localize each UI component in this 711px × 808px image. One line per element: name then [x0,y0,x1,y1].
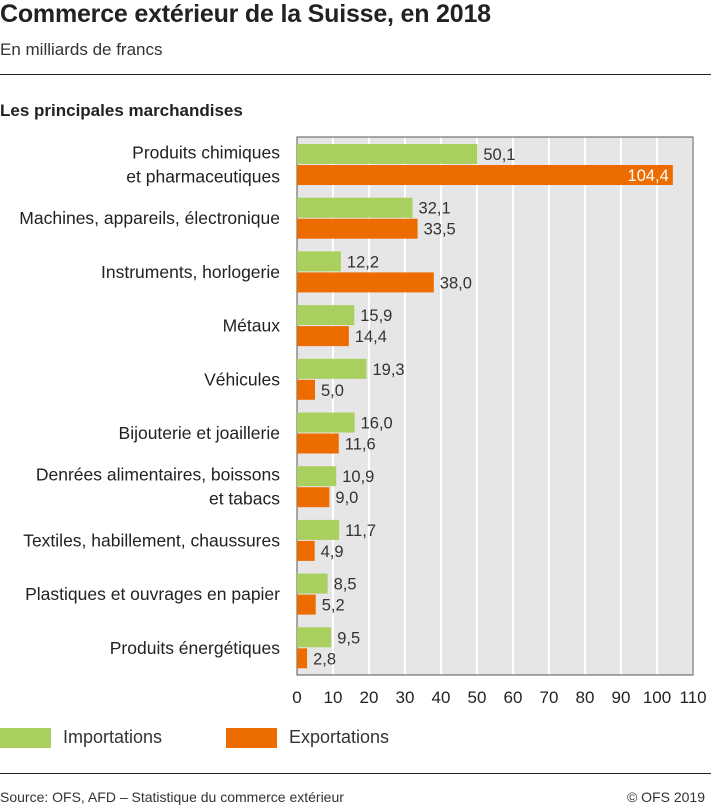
value-label-exportations: 5,0 [321,382,344,400]
x-tick-label: 100 [643,688,671,707]
chart-title: Commerce extérieur de la Suisse, en 2018 [0,0,491,28]
value-label-exportations: 104,4 [628,167,669,185]
section-heading: Les principales marchandises [0,101,243,120]
value-label-importations: 9,5 [337,629,360,647]
bar-importations [297,251,341,272]
x-tick-label: 110 [679,688,706,707]
bar-importations [297,573,328,594]
bar-exportations [297,272,434,293]
legend-label-exportations: Exportations [289,727,390,747]
bar-importations [297,144,478,164]
value-label-importations: 16,0 [361,415,393,433]
value-label-exportations: 33,5 [424,221,456,239]
value-label-importations: 8,5 [334,576,357,594]
value-label-exportations: 14,4 [355,328,387,346]
bar-exportations [297,326,349,347]
category-label: Textiles, habillement, chaussures [23,530,280,550]
copyright-note: © OFS 2019 [626,789,705,805]
legend-swatch-exportations [226,728,277,748]
x-tick-label: 0 [292,688,301,707]
value-label-exportations: 11,6 [345,436,376,454]
top-divider [0,74,711,75]
x-tick-label: 50 [468,688,487,707]
category-label: et pharmaceutiques [126,167,280,187]
bar-exportations [297,379,315,400]
value-label-importations: 12,2 [347,253,379,271]
x-tick-label: 30 [396,688,415,707]
bar-exportations [297,540,315,561]
bar-exportations [297,594,316,615]
value-label-importations: 32,1 [419,200,451,218]
legend-label-importations: Importations [63,727,163,747]
legend: Importations Exportations [0,725,711,751]
bar-exportations [297,487,330,508]
bar-importations [297,358,367,379]
x-tick-label: 80 [576,688,595,707]
category-label: Instruments, horlogerie [101,262,280,282]
value-label-importations: 15,9 [360,307,392,325]
bar-importations [297,627,332,648]
bar-importations [297,197,413,218]
category-label: Véhicules [204,369,280,389]
value-label-importations: 19,3 [372,361,404,379]
bar-importations [297,412,355,433]
category-label: Produits chimiques [132,143,280,163]
chart-subtitle: En milliards de francs [0,40,163,59]
bottom-divider [0,773,711,774]
bar-importations [297,519,340,540]
x-tick-label: 90 [612,688,631,707]
value-label-importations: 11,7 [345,522,376,540]
x-tick-label: 60 [504,688,523,707]
bar-exportations [297,165,673,185]
category-label: Machines, appareils, électronique [19,208,280,228]
category-label: Denrées alimentaires, boissons [36,465,280,485]
value-label-exportations: 9,0 [335,489,358,507]
value-label-exportations: 4,9 [321,543,344,561]
bar-chart: 0 10 20 30 40 50 60 70 80 90 100 110 50,1 104,4 Produi… [19,136,707,707]
bar-importations [297,305,355,326]
bar-exportations [297,648,308,669]
category-label: Métaux [223,316,281,336]
value-label-importations: 10,9 [342,468,374,486]
x-tick-label: 10 [324,688,343,707]
value-label-importations: 50,1 [483,146,515,164]
value-label-exportations: 2,8 [313,650,336,668]
category-label: Plastiques et ouvrages en papier [25,584,280,604]
bar-exportations [297,218,418,239]
bar-importations [297,466,337,487]
category-label: Bijouterie et joaillerie [119,423,280,443]
category-label: et tabacs [209,489,280,509]
x-tick-label: 40 [432,688,451,707]
bar-exportations [297,433,339,454]
legend-swatch-importations [0,728,51,748]
category-label: Produits énergétiques [110,638,280,658]
plot-frame [296,136,694,676]
value-label-exportations: 5,2 [322,597,345,615]
x-tick-label: 20 [360,688,379,707]
x-tick-label: 70 [540,688,559,707]
value-label-exportations: 38,0 [440,274,472,292]
source-note: Source: OFS, AFD – Statistique du commer… [0,789,344,805]
